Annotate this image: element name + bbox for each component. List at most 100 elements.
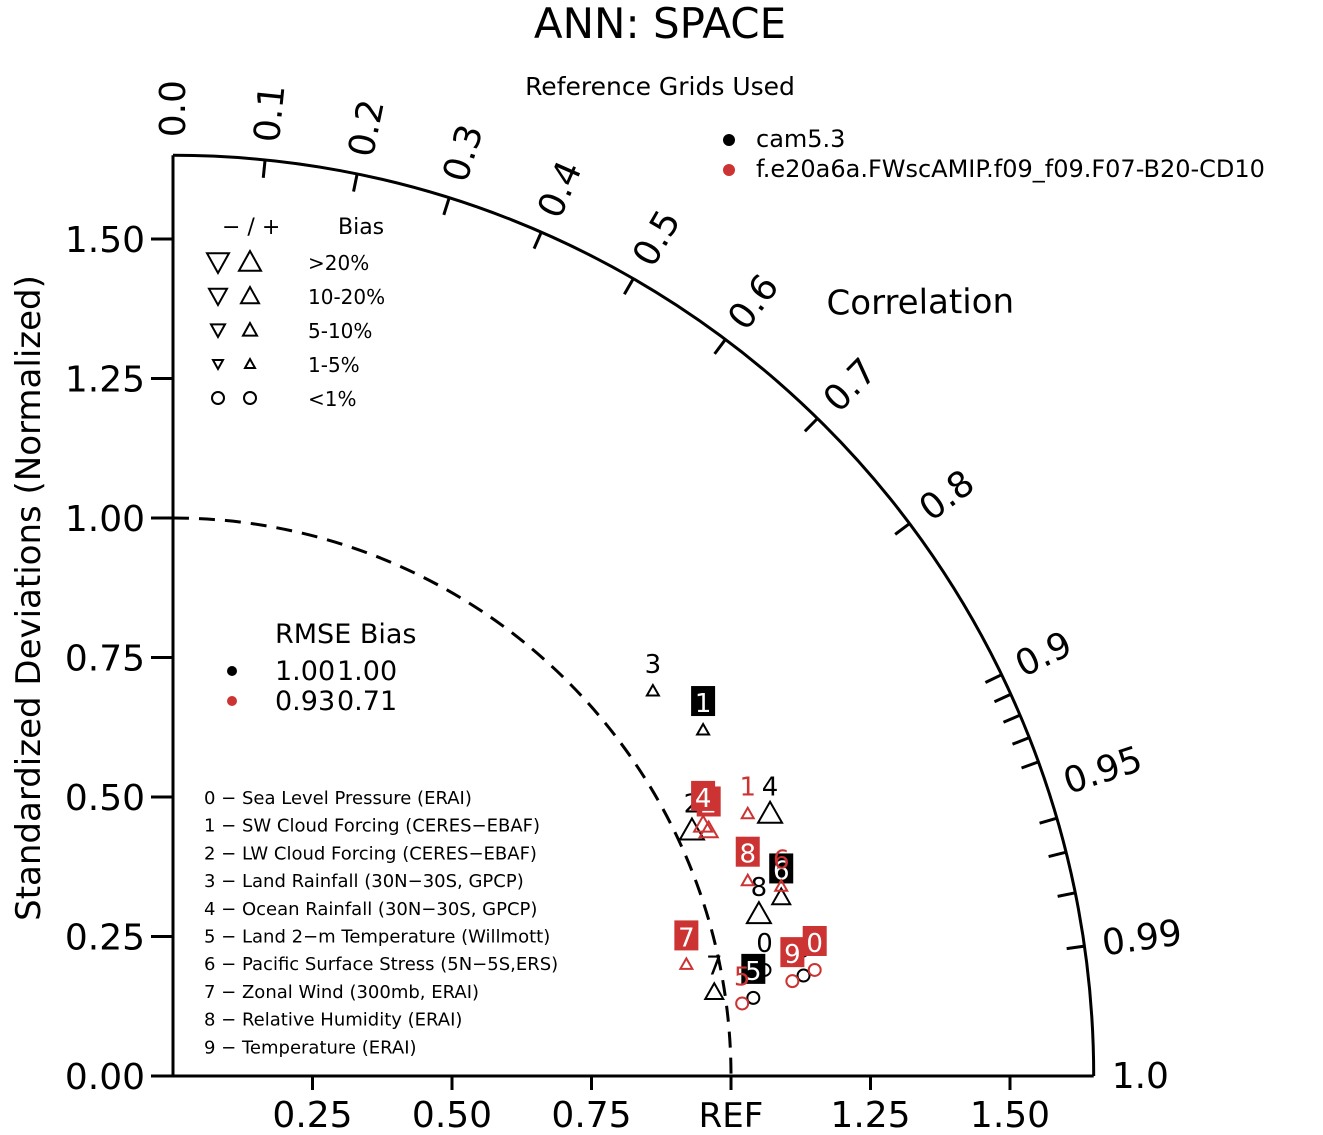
correlation-tick-label: 0.6 bbox=[720, 267, 787, 337]
correlation-tick bbox=[993, 692, 1012, 704]
y-tick-label: 0.75 bbox=[65, 639, 145, 680]
point-label: 3 bbox=[645, 650, 662, 680]
variable-list-item: 5 − Land 2−m Temperature (Willmott) bbox=[204, 927, 550, 948]
data-point: 5 bbox=[734, 962, 751, 1011]
bias-down-triangle-icon bbox=[209, 323, 227, 340]
bias-value: 1.00 bbox=[337, 656, 397, 687]
correlation-tick bbox=[1048, 850, 1067, 859]
bias-up-triangle-icon bbox=[237, 248, 263, 272]
y-tick-label: 0.25 bbox=[65, 918, 145, 959]
correlation-tick bbox=[1057, 891, 1076, 898]
triangle-up-marker bbox=[692, 813, 714, 833]
bias-circle-icon bbox=[243, 391, 257, 405]
correlation-tick-label: 0.9 bbox=[1009, 624, 1078, 686]
x-tick-label: 0.50 bbox=[412, 1095, 492, 1135]
data-point: 1 bbox=[691, 686, 716, 736]
x-tick-label: 0.75 bbox=[551, 1095, 631, 1135]
point-label-box bbox=[735, 836, 760, 867]
bias-range-label: >20% bbox=[308, 251, 369, 275]
point-label: 1 bbox=[739, 773, 756, 803]
correlation-tick-label: 0.2 bbox=[341, 96, 393, 160]
data-point: 8 bbox=[735, 836, 760, 887]
triangle-up-marker bbox=[703, 981, 725, 1001]
x-tick-label: 0.25 bbox=[272, 1095, 352, 1135]
bias-up-triangle-icon bbox=[241, 320, 259, 337]
point-label: 0 bbox=[756, 929, 773, 959]
bias-down-triangle-icon bbox=[211, 359, 225, 372]
correlation-tick-label: 0.0 bbox=[153, 80, 194, 137]
correlation-tick bbox=[261, 159, 267, 178]
point-label-box bbox=[741, 953, 766, 984]
data-point: 1 bbox=[739, 773, 756, 820]
correlation-tick-label: 0.8 bbox=[912, 462, 982, 529]
triangle-up-marker bbox=[678, 956, 695, 970]
variable-list-item: 1 − SW Cloud Forcing (CERES−EBAF) bbox=[204, 816, 540, 837]
y-tick-label: 0.00 bbox=[65, 1057, 145, 1098]
bias-range-label: 5-10% bbox=[308, 319, 372, 343]
rmse-value: 1.00 bbox=[275, 656, 335, 687]
circle-marker bbox=[746, 990, 761, 1005]
point-label: 5 bbox=[745, 957, 762, 987]
data-point: 4 bbox=[691, 780, 716, 833]
circle-marker bbox=[796, 968, 811, 983]
point-label: 0 bbox=[806, 929, 823, 959]
bias-range-label: <1% bbox=[308, 387, 357, 411]
x-tick-label: 1.50 bbox=[970, 1095, 1050, 1135]
data-point: 9 bbox=[780, 937, 805, 989]
correlation-tick bbox=[442, 197, 451, 216]
correlation-tick bbox=[1002, 713, 1021, 724]
chart-title: ANN: SPACE bbox=[534, 0, 786, 48]
data-point: 6 bbox=[773, 845, 789, 892]
correlation-tick bbox=[984, 673, 1003, 684]
point-label: 5 bbox=[734, 962, 751, 992]
rmse-dot bbox=[227, 696, 237, 706]
outer-arc bbox=[172, 153, 1096, 1077]
reference-arc bbox=[172, 516, 733, 1077]
series-legend: cam5.3f.e20a6a.FWscAMIP.f09_f09.F07-B20-… bbox=[723, 125, 1265, 183]
chart-subtitle: Reference Grids Used bbox=[525, 72, 795, 101]
triangle-up-marker bbox=[745, 900, 773, 925]
bias-range-label: 10-20% bbox=[308, 285, 385, 309]
correlation-label: Correlation bbox=[826, 282, 1014, 324]
data-point: 8 bbox=[745, 873, 773, 925]
data-point: 7 bbox=[703, 951, 725, 1001]
point-label: 6 bbox=[773, 856, 790, 886]
variable-list-item: 8 − Relative Humidity (ERAI) bbox=[204, 1010, 462, 1031]
data-point: 0 bbox=[802, 925, 827, 977]
data-point: 7 bbox=[674, 920, 699, 970]
triangle-up-marker bbox=[678, 816, 706, 841]
bias-down-triangle-icon bbox=[207, 287, 229, 308]
correlation-tick-label: 0.99 bbox=[1099, 912, 1184, 964]
bias-value: 0.71 bbox=[337, 686, 397, 717]
correlation-tick bbox=[623, 277, 635, 295]
triangle-up-marker bbox=[740, 872, 756, 887]
y-tick-label: 1.00 bbox=[65, 499, 145, 540]
point-label-box bbox=[802, 925, 827, 956]
circle-marker bbox=[807, 962, 822, 977]
point-label: 7 bbox=[678, 923, 695, 953]
variable-list-item: 9 − Temperature (ERAI) bbox=[204, 1037, 417, 1058]
axes-group: 0.000.250.500.751.001.251.500.25 0.50 0.75… bbox=[65, 153, 1096, 1135]
variable-list-item: 7 − Zonal Wind (300mb, ERAI) bbox=[204, 982, 479, 1003]
point-label: 9 bbox=[784, 940, 801, 970]
point-label-box bbox=[691, 780, 716, 811]
correlation-tick bbox=[1039, 816, 1058, 825]
point-label: 1 bbox=[695, 689, 712, 719]
correlation-tick-label: 0.1 bbox=[247, 83, 294, 144]
correlation-tick bbox=[803, 417, 819, 433]
triangle-up-marker bbox=[645, 682, 661, 697]
point-label: 4 bbox=[695, 784, 712, 814]
x-tick-label: 1.25 bbox=[830, 1095, 910, 1135]
point-label-box bbox=[691, 686, 716, 717]
circle-marker bbox=[785, 974, 800, 989]
correlation-tick bbox=[352, 173, 359, 192]
bias-range-label: 1-5% bbox=[308, 353, 360, 377]
correlation-tick bbox=[713, 338, 727, 355]
y-tick-label: 1.50 bbox=[65, 220, 145, 261]
data-points: 0123456789012456789 bbox=[645, 650, 827, 1011]
correlation-tick bbox=[1021, 760, 1039, 770]
triangle-up-marker bbox=[740, 805, 756, 820]
legend-label: cam5.3 bbox=[756, 125, 845, 153]
ref-label: REF bbox=[699, 1096, 764, 1135]
triangle-up-marker bbox=[697, 819, 720, 839]
